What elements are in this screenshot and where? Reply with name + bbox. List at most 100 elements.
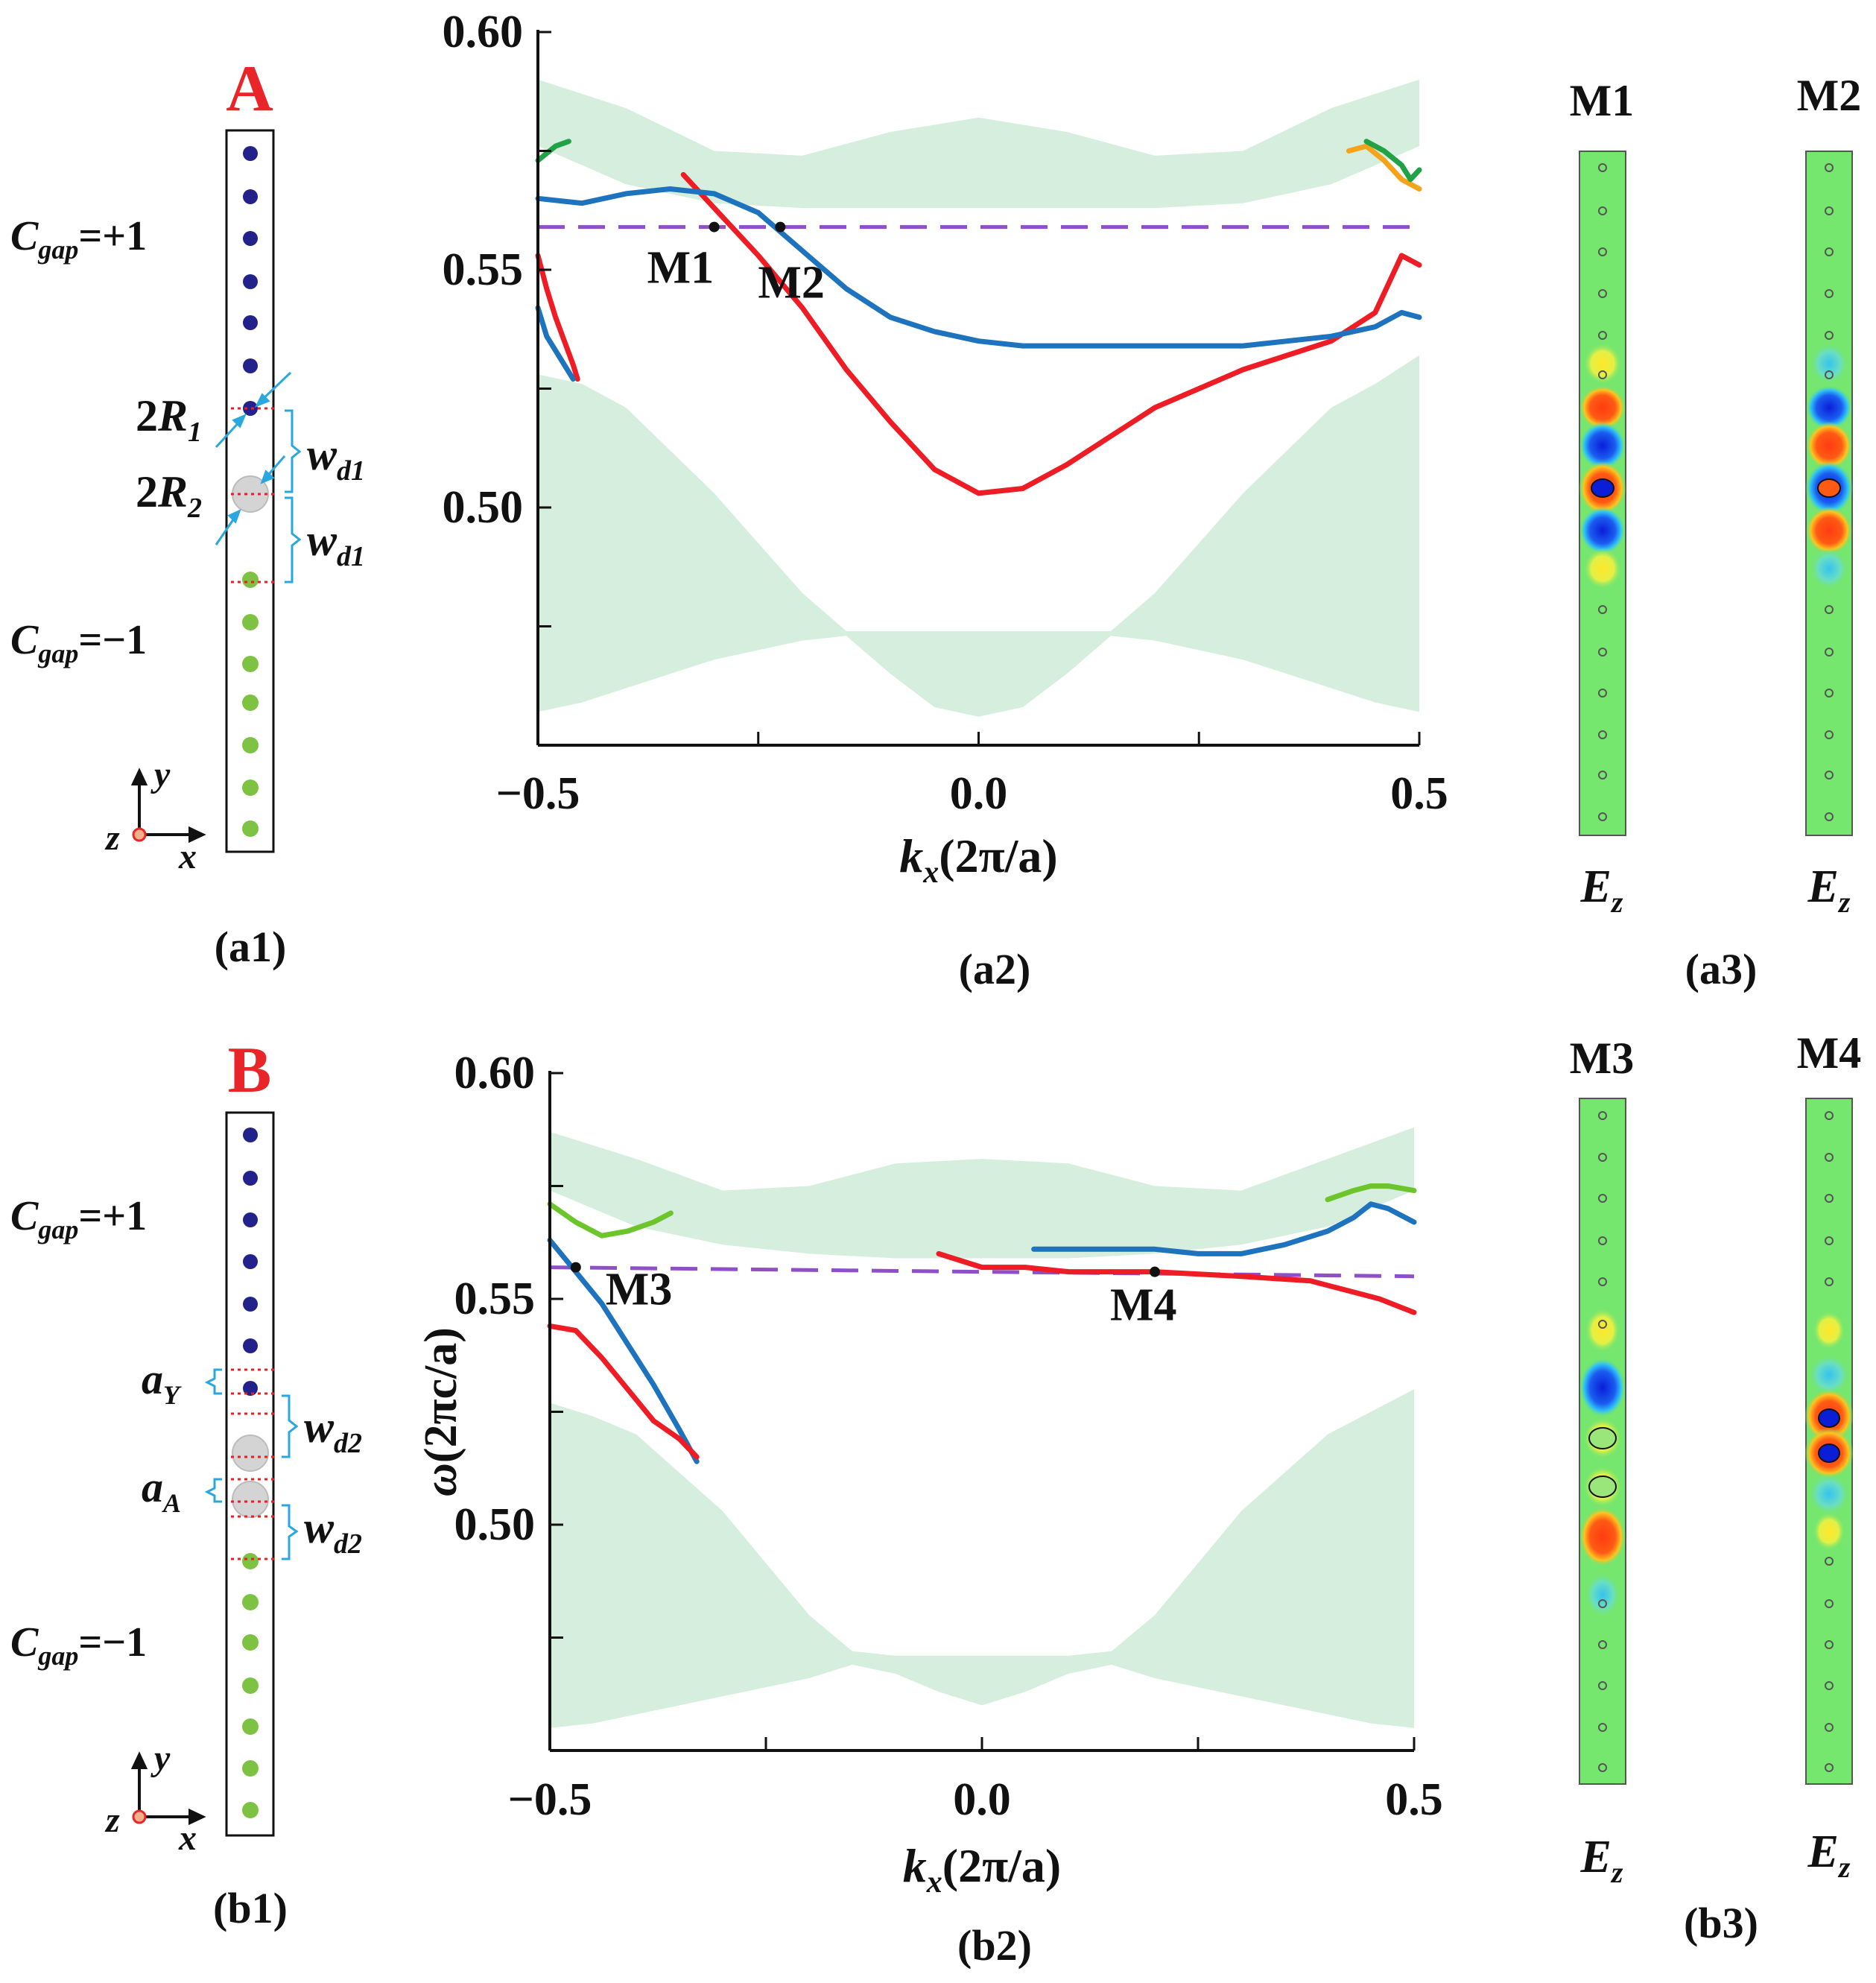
m3-title: M3 <box>1570 1034 1635 1083</box>
rod <box>243 1297 258 1312</box>
mode-label-m4: M4 <box>1110 1280 1177 1331</box>
axis-y-a: y <box>150 755 171 794</box>
ez-label-m2: Ez <box>1807 861 1851 919</box>
series-line-6 <box>1363 139 1422 183</box>
y-axis-label: ω(2πc/a) <box>416 1327 466 1496</box>
mode-label-m1: M1 <box>647 243 714 294</box>
panel-b-label: B <box>228 1034 272 1107</box>
series-line-1 <box>547 1323 700 1460</box>
m4-title: M4 <box>1797 1028 1862 1078</box>
rod <box>242 1677 259 1694</box>
rod <box>242 1802 259 1818</box>
dotted-guides-b <box>231 1368 274 1560</box>
y-tick-label: 0.60 <box>443 7 524 57</box>
defect-rod-b1 <box>232 1435 269 1472</box>
mode-label-m3: M3 <box>606 1265 673 1315</box>
rod <box>242 572 259 588</box>
width-braces-a <box>285 409 302 583</box>
width-braces-b <box>204 1368 299 1560</box>
rods-top-a <box>243 146 258 416</box>
rod <box>243 1171 258 1186</box>
rod <box>242 614 259 630</box>
rod <box>243 401 258 416</box>
field-map-m3 <box>1579 1098 1626 1785</box>
caption-a3: (a3) <box>1685 945 1758 993</box>
rod <box>242 779 259 796</box>
bulk-band-0 <box>550 1127 1414 1259</box>
caption-b3: (b3) <box>1684 1899 1758 1947</box>
z-axis-dot <box>132 1809 147 1824</box>
rod <box>242 820 259 837</box>
mode-point-m4 <box>1150 1266 1160 1277</box>
ez-label-m1: Ez <box>1580 861 1623 919</box>
dotted-guides-a <box>231 407 274 583</box>
rod <box>243 1381 258 1396</box>
panel-a-label: A <box>226 53 273 125</box>
series-line-5 <box>1346 143 1422 192</box>
ay-label: aY <box>142 1355 182 1410</box>
field-map-m1 <box>1579 151 1626 836</box>
series-line-4 <box>535 139 571 163</box>
x-tick-label: −0.5 <box>508 1774 592 1825</box>
rod <box>242 1760 259 1777</box>
x-axis-label: kx(2π/a) <box>899 829 1057 890</box>
caption-a2: (a2) <box>959 945 1031 993</box>
rod <box>242 695 259 711</box>
rod <box>243 274 258 289</box>
rod <box>242 1718 259 1735</box>
panel-a3-fields: M1 M2 <box>1570 71 1862 993</box>
rod <box>242 737 259 753</box>
ez-label-m4: Ez <box>1807 1827 1851 1884</box>
m2-title: M2 <box>1797 71 1862 120</box>
z-axis-dot <box>132 827 147 842</box>
rod <box>243 189 258 204</box>
y-tick-label: 0.50 <box>443 482 524 533</box>
chart-a2: 0.50 0.55 0.60 −0.5 0.0 0.5 kx(2π/a) M1 M2 (a2) <box>443 7 1448 993</box>
axes-triad-b <box>130 1751 206 1826</box>
series-line-0 <box>680 171 1422 496</box>
field-map-m2 <box>1805 151 1853 836</box>
y-tick-label: 0.60 <box>454 1048 536 1098</box>
rod <box>243 1338 258 1353</box>
r1-label: 2R1 <box>136 391 202 448</box>
series-line-2 <box>535 253 580 382</box>
rod <box>243 231 258 246</box>
series-line-3 <box>535 305 576 382</box>
mode-point-m2 <box>775 221 786 233</box>
field-map-m4 <box>1804 1098 1854 1785</box>
radius-arrows-a <box>215 371 292 545</box>
m1-title: M1 <box>1570 76 1635 125</box>
cgap-bottom-a: Cgap=−1 <box>10 617 147 668</box>
mode-point-m1 <box>709 221 720 233</box>
wd1-bottom-label: wd1 <box>307 516 365 572</box>
x-tick-label: 0.0 <box>950 768 1008 819</box>
series-line-3 <box>936 1250 1417 1315</box>
x-tick-label: 0.5 <box>1385 1774 1443 1825</box>
rod <box>243 1212 258 1227</box>
series-line-2 <box>547 1201 674 1239</box>
dashed-frequency-line <box>549 1265 1415 1279</box>
cgap-bottom-b: Cgap=−1 <box>10 1619 147 1671</box>
mode-point-m3 <box>570 1262 581 1273</box>
x-tick-label: 0.0 <box>953 1774 1011 1825</box>
x-axis-label: kx(2π/a) <box>903 1839 1061 1900</box>
panel-b3-fields: M3 M4 <box>1570 1028 1862 1947</box>
axis-x-a: x <box>178 837 197 876</box>
defect-rod-b2 <box>232 1481 269 1518</box>
rods-bottom-a <box>242 572 259 837</box>
bulk-band-0 <box>538 79 1419 209</box>
bulk-band-1 <box>538 355 1419 717</box>
y-tick-label: 0.55 <box>443 244 524 295</box>
axis-z-a: z <box>104 818 120 858</box>
chart-b2: 0.50 0.55 0.60 −0.5 0.0 0.5 kx(2π/a) ω(2πc/a) M3… <box>416 1048 1443 1970</box>
rod <box>243 1128 258 1142</box>
axis-z-b: z <box>104 1800 120 1840</box>
wd2-bottom-label: wd2 <box>304 1503 362 1560</box>
rod <box>242 1553 259 1569</box>
caption-b1: (b1) <box>213 1884 288 1932</box>
x-tick-label: 0.5 <box>1390 768 1448 819</box>
rod <box>242 1594 259 1610</box>
rods-bottom-b <box>242 1553 259 1818</box>
axes-triad-a <box>130 768 206 844</box>
